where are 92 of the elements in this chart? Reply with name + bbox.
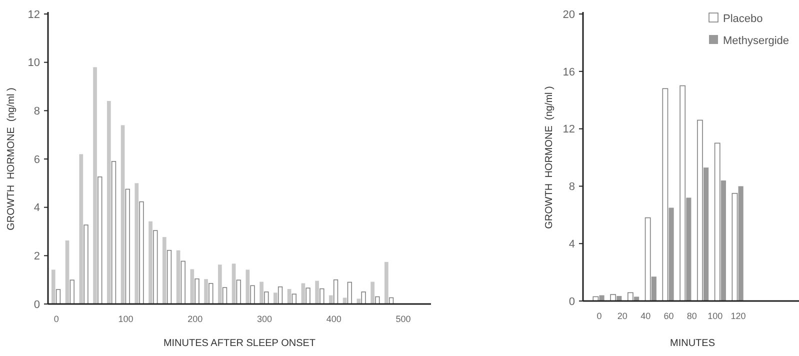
- bar: [329, 295, 333, 304]
- bar: [232, 264, 236, 304]
- bar: [106, 101, 111, 304]
- bar: [148, 221, 152, 304]
- bar: [333, 279, 338, 304]
- bar: [320, 288, 324, 304]
- bar: [315, 280, 319, 304]
- bar: [732, 192, 738, 302]
- bar: [644, 217, 651, 302]
- legend-label: Methysergide: [723, 34, 790, 47]
- y-tick-label: 4: [34, 202, 40, 214]
- bar: [714, 142, 720, 302]
- bar: [120, 125, 125, 304]
- bar: [610, 294, 616, 302]
- bar: [162, 237, 166, 304]
- y-tick-label: 0: [568, 296, 575, 308]
- x-tick-label: 40: [640, 311, 651, 321]
- bar: [347, 282, 352, 304]
- bar: [65, 240, 70, 304]
- bar: [194, 278, 200, 304]
- bar: [738, 186, 744, 301]
- bar: [250, 285, 255, 304]
- y-tick-label: 4: [568, 238, 575, 250]
- x-tick-label: 400: [326, 314, 342, 324]
- y-tick-label: 12: [28, 8, 40, 21]
- bar: [98, 176, 102, 304]
- y-tick-label: 8: [568, 181, 575, 194]
- bar: [264, 292, 269, 304]
- y-tick-label: 2: [34, 250, 40, 263]
- y-tick-label: 6: [34, 154, 40, 166]
- x-axis-title: MINUTES: [670, 338, 716, 349]
- bar: [204, 279, 208, 304]
- bar: [704, 168, 709, 301]
- bar: [51, 270, 56, 304]
- bar: [166, 250, 172, 304]
- bar: [260, 282, 264, 304]
- bar: [246, 270, 250, 304]
- bar: [222, 287, 228, 304]
- bar: [720, 180, 726, 301]
- x-tick-label: 300: [256, 314, 272, 324]
- bar: [361, 292, 366, 304]
- bar: [190, 269, 194, 304]
- bar: [680, 85, 686, 302]
- bar: [599, 295, 604, 301]
- bar: [79, 154, 84, 304]
- x-tick-label: 200: [188, 314, 203, 324]
- x-tick-label: 0: [54, 314, 59, 324]
- bar: [292, 294, 296, 304]
- bar: [686, 198, 692, 301]
- bar: [651, 276, 656, 301]
- bar: [218, 264, 222, 304]
- bar: [697, 120, 703, 302]
- bar: [278, 286, 283, 304]
- x-tick-label: 100: [708, 311, 723, 321]
- bar: [153, 230, 158, 304]
- bar: [634, 296, 640, 301]
- y-tick-label: 12: [562, 124, 575, 136]
- y-tick-label: 0: [34, 298, 40, 311]
- bar: [384, 262, 388, 304]
- bar: [668, 208, 674, 301]
- y-axis-title: GROWTH HORMONE (ng/ml ): [6, 88, 17, 230]
- x-tick-label: 100: [118, 314, 134, 324]
- bar: [93, 67, 97, 304]
- x-tick-label: 80: [686, 311, 697, 321]
- bar: [176, 250, 180, 304]
- bar: [180, 260, 186, 304]
- bar: [70, 280, 74, 304]
- bar: [208, 283, 214, 304]
- x-tick-label: 0: [596, 311, 602, 321]
- bar: [628, 292, 634, 302]
- y-axis-title: GROWTH HORMONE (ng/ml ): [544, 86, 555, 229]
- bar: [134, 183, 139, 304]
- y-tick-label: 8: [34, 106, 40, 118]
- legend-label: Placebo: [723, 12, 763, 25]
- bar: [662, 88, 668, 302]
- bar: [139, 201, 144, 304]
- x-tick-label: 120: [730, 311, 746, 321]
- x-tick-label: 500: [396, 314, 411, 324]
- x-axis-title: MINUTES AFTER SLEEP ONSET: [163, 338, 316, 349]
- x-tick-label: 20: [617, 311, 628, 321]
- bar: [236, 280, 241, 304]
- bar: [84, 224, 88, 304]
- bar: [111, 161, 116, 304]
- y-tick-label: 20: [562, 8, 575, 21]
- bar: [370, 282, 374, 304]
- bar: [306, 288, 310, 304]
- y-tick-label: 10: [28, 57, 40, 70]
- x-tick-label: 60: [664, 311, 674, 321]
- y-tick-label: 16: [562, 66, 575, 78]
- bar: [56, 289, 61, 304]
- bar: [125, 188, 130, 304]
- bar: [274, 292, 278, 304]
